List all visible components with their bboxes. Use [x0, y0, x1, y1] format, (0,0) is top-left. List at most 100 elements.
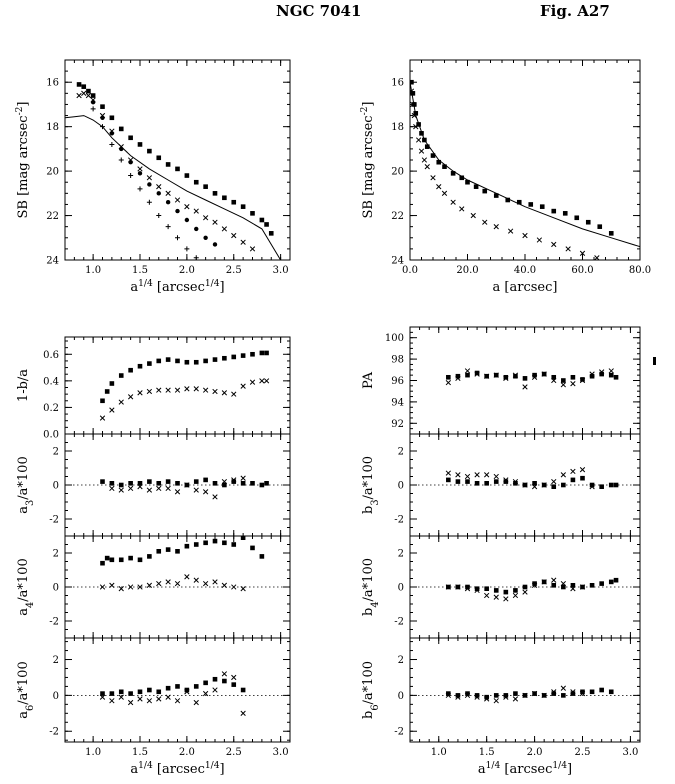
data-point [249, 246, 256, 252]
data-point [156, 689, 162, 695]
data-point [184, 574, 190, 580]
data-point [137, 484, 143, 490]
data-point [493, 698, 499, 704]
data-point [109, 582, 115, 588]
data-point [268, 231, 274, 236]
data-point [551, 583, 557, 588]
data-point [184, 687, 190, 693]
y-tick-label: 16 [46, 78, 59, 89]
data-point [147, 182, 152, 187]
data-point [146, 388, 153, 395]
data-point [264, 350, 269, 356]
y-tick-label: 18 [46, 122, 59, 133]
data-point [599, 369, 605, 375]
data-point [137, 363, 143, 369]
data-point [522, 692, 528, 699]
data-point [474, 472, 480, 478]
x-axis-label: a1/4 [arcsec1/4] [130, 761, 224, 777]
data-point [90, 97, 96, 103]
data-point [90, 93, 96, 98]
data-point [551, 241, 557, 248]
data-point [202, 489, 209, 495]
data-point [109, 481, 115, 486]
data-point [570, 586, 576, 592]
x-tick-label: 60.0 [571, 265, 593, 276]
y-tick-label: 16 [391, 78, 404, 89]
data-point [482, 188, 488, 194]
data-point [147, 148, 152, 154]
data-series [445, 368, 614, 390]
data-point [503, 589, 509, 595]
data-point [484, 481, 489, 486]
data-point [202, 580, 209, 587]
x-axis-label: a [arcsec] [493, 280, 558, 295]
data-point [599, 581, 604, 586]
data-series [445, 685, 586, 704]
data-point [175, 208, 180, 214]
data-point [528, 202, 534, 207]
data-point [184, 386, 190, 392]
data-point [436, 159, 442, 165]
panel-b4: -2 0 2 b4/a*100 [361, 535, 641, 639]
data-point [513, 588, 518, 593]
data-point [137, 557, 143, 563]
data-point [599, 687, 604, 693]
data-point [464, 692, 471, 699]
data-point [493, 693, 499, 698]
panel-ellipticity: 0.0 0.2 0.4 0.6 1-b/a [16, 336, 291, 441]
data-point [259, 378, 265, 384]
data-point [240, 481, 246, 486]
data-point [455, 375, 461, 382]
data-point [165, 162, 171, 167]
panel-a3: -2 0 2 a3/a*100 [16, 433, 291, 537]
data-point [137, 689, 143, 695]
data-point [127, 485, 134, 492]
data-point [249, 379, 256, 385]
x-tick-label: 2.5 [226, 747, 242, 758]
data-point [146, 175, 153, 181]
data-point [570, 583, 576, 588]
data-point [532, 481, 537, 486]
data-point [174, 698, 181, 704]
y-tick-label: 94 [391, 397, 404, 408]
data-point [264, 481, 269, 486]
data-point [137, 390, 143, 396]
data-point [608, 579, 614, 585]
data-point [85, 92, 92, 99]
data-point [561, 482, 566, 488]
panel-sb_linear: 0.0 20.0 40.0 60.0 80.0 a [arcsec] 16 18 20 22 24 S… [360, 59, 651, 295]
data-series [100, 350, 269, 404]
data-point [250, 481, 255, 486]
data-point [599, 484, 604, 489]
data-point [212, 388, 218, 395]
data-point [99, 112, 106, 119]
data-point [560, 472, 566, 478]
data-point [100, 398, 105, 404]
data-point [165, 579, 171, 585]
data-point [156, 191, 161, 196]
data-point [574, 215, 580, 221]
data-point [493, 588, 499, 593]
data-point [156, 549, 162, 554]
data-point [127, 157, 134, 163]
data-point [231, 354, 237, 360]
data-point [430, 153, 436, 158]
plot-frame [64, 637, 291, 743]
data-point [464, 586, 471, 592]
y-tick-label: 22 [46, 211, 59, 222]
data-point [240, 383, 246, 389]
data-point [263, 378, 270, 384]
data-series [100, 676, 246, 696]
x-tick-label: 2.5 [226, 265, 242, 276]
data-point [441, 190, 448, 196]
data-point [212, 191, 218, 196]
y-axis-label: b4/a*100 [361, 558, 381, 616]
data-point [174, 489, 181, 495]
data-point [231, 199, 237, 205]
data-point [580, 475, 585, 481]
data-point [613, 482, 619, 488]
data-point [250, 351, 255, 357]
data-point [493, 473, 499, 480]
panel-b6: 1.0 1.5 2.0 2.5 3.0 a1/4 [arcsec1/4] -2 0 2 b6/a*… [361, 637, 641, 777]
data-point [561, 584, 566, 590]
